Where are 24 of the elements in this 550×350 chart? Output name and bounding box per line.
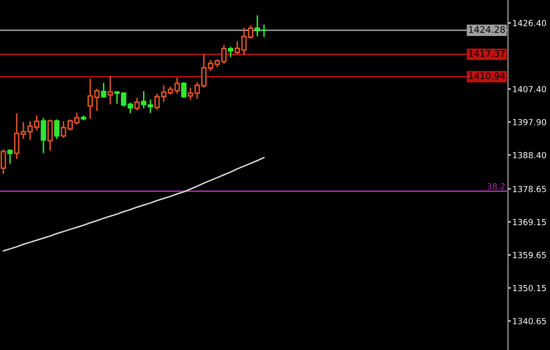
y-tick-label: 1350.15 <box>513 284 546 292</box>
candlestick <box>100 82 106 98</box>
candlestick <box>0 149 6 174</box>
candlestick <box>47 119 53 151</box>
candlestick <box>181 82 187 98</box>
candlestick <box>108 76 113 105</box>
line-series <box>2 156 265 252</box>
y-tick-label: 1378.65 <box>513 186 546 192</box>
ref-line-label: 1417.37 <box>469 50 505 57</box>
y-tick-label: 1369.15 <box>513 218 546 226</box>
candlestick <box>134 98 140 111</box>
candlestick <box>40 118 46 154</box>
y-tick-label: 1340.65 <box>513 318 546 324</box>
y-tick-label: 1388.40 <box>513 152 546 158</box>
annotation: 38.2 <box>488 183 505 190</box>
y-tick-label: 1407.40 <box>513 86 546 92</box>
candlestick <box>228 46 234 58</box>
y-tick-label: 1426.40 <box>513 20 546 26</box>
y-tick-label: 1397.90 <box>513 118 546 126</box>
candlestick <box>54 119 60 140</box>
y-tick-label: 1359.65 <box>513 252 546 258</box>
ref-line-label: 1424.28 <box>469 26 505 33</box>
candlestick <box>7 149 13 164</box>
ref-line-label: 1410.94 <box>469 72 505 80</box>
